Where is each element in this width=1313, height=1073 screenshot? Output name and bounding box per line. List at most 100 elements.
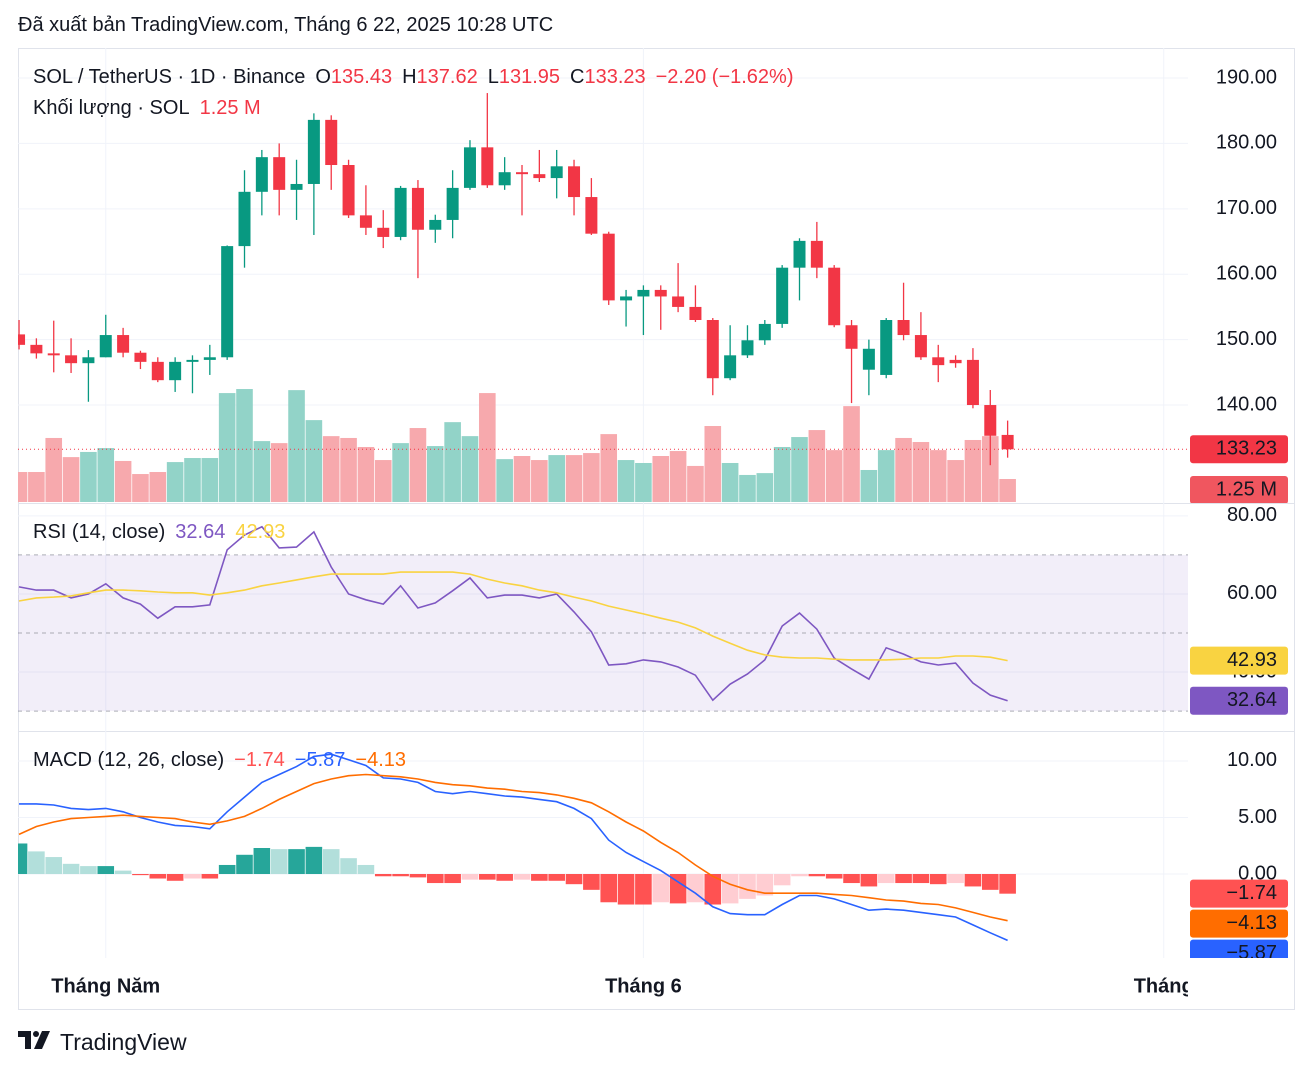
candle-body <box>516 172 529 175</box>
macd-line <box>19 753 1008 942</box>
brand: TradingView <box>60 1029 187 1055</box>
histogram-bar <box>97 866 115 875</box>
histogram-bar <box>600 874 618 903</box>
candle-body <box>672 296 685 307</box>
volume-bar <box>201 458 219 502</box>
candle-body <box>463 147 476 188</box>
candle-body <box>533 174 546 179</box>
candle-body <box>498 172 511 186</box>
volume-bar <box>392 443 409 502</box>
y-tick-label: 0.00 <box>1238 862 1277 884</box>
y-tick-label: 80.00 <box>1227 504 1277 526</box>
ohlc-key: C <box>570 66 585 88</box>
price-badge <box>1190 939 1288 958</box>
candle-body <box>82 357 95 364</box>
logo <box>18 1031 50 1049</box>
candle-body <box>810 240 823 268</box>
histogram-bar <box>357 864 375 875</box>
histogram-bar <box>617 874 635 905</box>
candle-body <box>151 361 164 381</box>
candle-body <box>897 320 910 336</box>
volume-bar <box>236 389 253 502</box>
histogram-bar <box>322 849 340 875</box>
candle-body <box>724 355 737 379</box>
histogram-bar <box>270 849 288 875</box>
volume-bar <box>374 460 392 502</box>
histogram-bar <box>964 874 982 887</box>
histogram-bar <box>912 874 930 884</box>
candle-body <box>568 166 581 198</box>
macd-line <box>18 773 1008 922</box>
volume-bar <box>721 462 739 502</box>
price-badge <box>1190 476 1288 503</box>
candle-body <box>394 187 407 237</box>
volume-bar <box>62 457 80 502</box>
right-axis: 140.00150.00160.00170.00180.00190.0040.0… <box>1216 66 1277 884</box>
histogram-bar <box>843 874 860 884</box>
volume-bar <box>756 473 774 502</box>
volume-bar <box>773 446 791 502</box>
price-badge <box>1190 909 1288 938</box>
volume-bar <box>288 390 305 502</box>
candle-body <box>429 219 442 230</box>
y-tick-label: 160.00 <box>1216 263 1277 285</box>
histogram-bar <box>877 874 895 884</box>
histogram-bar <box>305 846 323 875</box>
candle-body <box>966 359 979 406</box>
histogram-bar <box>218 864 236 875</box>
volume-bar <box>340 437 357 502</box>
candle-body <box>47 353 60 356</box>
volume-bar <box>149 472 167 502</box>
candle-body <box>359 215 372 228</box>
volume-bar <box>825 450 843 502</box>
volume-bar <box>895 437 912 502</box>
candle-body <box>880 320 893 375</box>
price-badge-label: 42.93 <box>1227 649 1277 671</box>
volume-bar <box>28 472 45 502</box>
histogram-bar <box>513 874 531 880</box>
histogram-bar <box>45 857 63 875</box>
volume-bar <box>704 426 722 502</box>
volume-bar <box>513 456 531 502</box>
histogram-bar <box>895 874 912 884</box>
histogram-bar <box>409 874 427 878</box>
frame <box>18 48 1295 1010</box>
x-axis: Tháng Năm Tháng 6 Tháng <box>51 975 1188 997</box>
volume-bar <box>687 465 704 502</box>
price-badge-label: −5.87 <box>1226 942 1277 964</box>
indicator-title: RSI (14, close) <box>33 521 166 543</box>
volume-bar <box>45 437 63 502</box>
histogram-bar <box>18 843 28 875</box>
histogram-bar <box>496 874 513 881</box>
candle-body <box>758 323 771 341</box>
histogram-bar <box>62 863 80 875</box>
rsi-line <box>18 571 1008 662</box>
volume-bar <box>808 430 826 502</box>
histogram-bar <box>929 874 947 885</box>
candle-body <box>914 335 927 358</box>
axis-badges: 133.23 1.25 M 42.93 32.64 −1.74 −4.13 −5.87 <box>1190 435 1288 964</box>
y-tick-label: 170.00 <box>1216 197 1277 219</box>
candle-body <box>620 296 633 301</box>
x-tick-label: Tháng Năm <box>51 975 160 997</box>
histogram-bar <box>531 874 548 881</box>
y-tick-label: 140.00 <box>1216 393 1277 415</box>
volume-bar <box>479 393 496 502</box>
candle-body <box>602 233 615 301</box>
ohlc-value: 135.43 <box>330 66 393 88</box>
ohlc-key: O <box>315 66 331 88</box>
histogram-bar <box>773 874 791 886</box>
histogram-bar <box>548 874 565 881</box>
volume-bar <box>877 450 895 502</box>
candle-body <box>342 165 355 216</box>
volume-bar <box>791 437 808 502</box>
histogram-bar <box>253 848 271 875</box>
histogram-bar <box>149 874 167 879</box>
volume-bar <box>860 469 878 502</box>
y-tick-label: 180.00 <box>1216 132 1277 154</box>
indicator-title: MACD (12, 26, close) <box>33 749 225 771</box>
candle-body <box>30 344 43 354</box>
price-badge-label: 32.64 <box>1227 689 1277 711</box>
price-badge-label: 1.25 M <box>1216 478 1277 500</box>
candle-body <box>793 240 806 268</box>
